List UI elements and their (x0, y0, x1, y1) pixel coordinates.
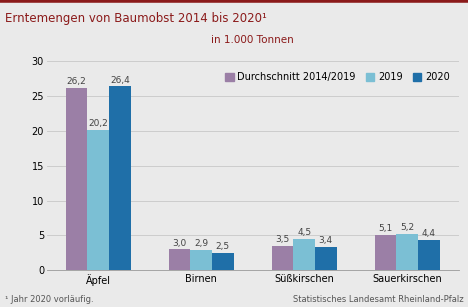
Bar (418, 239, 439, 270)
Bar (169, 249, 190, 270)
Text: 4,5: 4,5 (297, 228, 311, 237)
Bar (293, 239, 315, 270)
Text: 4,4: 4,4 (422, 229, 436, 238)
Text: 3,5: 3,5 (276, 235, 290, 244)
Bar (272, 246, 293, 270)
Bar (88, 130, 109, 270)
Bar (375, 235, 396, 270)
Text: 3,0: 3,0 (173, 239, 187, 247)
Text: in 1.000 Tonnen: in 1.000 Tonnen (212, 35, 294, 45)
Bar (315, 247, 336, 270)
Legend: Durchschnitt 2014/2019, 2019, 2020: Durchschnitt 2014/2019, 2019, 2020 (221, 68, 454, 86)
Text: 26,2: 26,2 (67, 77, 87, 86)
Text: 2,9: 2,9 (194, 239, 208, 248)
Bar (190, 250, 212, 270)
Bar (396, 234, 418, 270)
Text: Erntemengen von Baumobst 2014 bis 2020¹: Erntemengen von Baumobst 2014 bis 2020¹ (5, 12, 267, 25)
Bar (109, 87, 131, 270)
Text: 20,2: 20,2 (88, 119, 108, 128)
Text: Statistisches Landesamt Rheinland-Pfalz: Statistisches Landesamt Rheinland-Pfalz (292, 295, 463, 304)
Bar (66, 88, 88, 270)
Text: 5,1: 5,1 (379, 224, 393, 233)
Text: ¹ Jahr 2020 vorläufig.: ¹ Jahr 2020 vorläufig. (5, 295, 93, 304)
Text: 5,2: 5,2 (400, 223, 414, 232)
Bar (212, 253, 234, 270)
Text: 26,4: 26,4 (110, 76, 130, 85)
Text: 3,4: 3,4 (319, 236, 333, 245)
Text: 2,5: 2,5 (216, 242, 230, 251)
